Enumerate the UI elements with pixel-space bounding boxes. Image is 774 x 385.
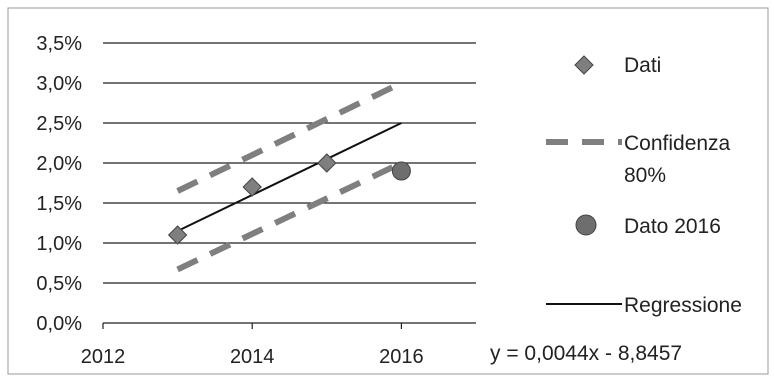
legend-label-regressione: Regressione bbox=[624, 294, 742, 317]
legend-label-dati: Dati bbox=[624, 54, 661, 77]
x-tick-label: 2016 bbox=[379, 346, 424, 368]
regression-line bbox=[177, 122, 402, 232]
confidence-band-line bbox=[176, 160, 403, 273]
y-tick-label: 3,0% bbox=[36, 73, 82, 95]
y-tick-label: 1,0% bbox=[36, 233, 82, 255]
legend-circle-icon bbox=[575, 214, 597, 236]
y-tick-label: 2,0% bbox=[36, 153, 82, 175]
y-tick-label: 2,5% bbox=[36, 113, 82, 135]
legend-label-confidenza: Confidenza 80% bbox=[624, 132, 731, 187]
y-tick-label: 3,5% bbox=[36, 33, 82, 55]
y-axis: 0,0% 0,5% 1,0% 1,5% 2,0% 2,5% 3,0% 3,5% bbox=[36, 33, 82, 335]
y-tick-label: 0,5% bbox=[36, 273, 82, 295]
data-point-2016 bbox=[391, 161, 411, 181]
legend-label-dato-2016: Dato 2016 bbox=[624, 215, 721, 238]
x-tick-label: 2014 bbox=[230, 346, 275, 368]
x-axis: 2012 2014 2016 bbox=[81, 323, 424, 368]
plot-area bbox=[167, 80, 411, 273]
y-tick-label: 0,0% bbox=[36, 313, 82, 335]
data-point bbox=[317, 153, 337, 173]
y-tick-label: 1,5% bbox=[36, 193, 82, 215]
chart-border bbox=[7, 7, 769, 375]
data-point bbox=[242, 177, 262, 197]
regression-equation: y = 0,0044x - 8,8457 bbox=[490, 342, 682, 365]
legend-diamond-icon bbox=[574, 55, 594, 75]
confidence-band-line bbox=[176, 80, 403, 194]
legend: Dati Confidenza 80% Dato 2016 Regressione bbox=[546, 54, 742, 317]
x-tick-label: 2012 bbox=[81, 346, 126, 368]
data-point bbox=[167, 225, 188, 245]
grid bbox=[7, 7, 769, 375]
